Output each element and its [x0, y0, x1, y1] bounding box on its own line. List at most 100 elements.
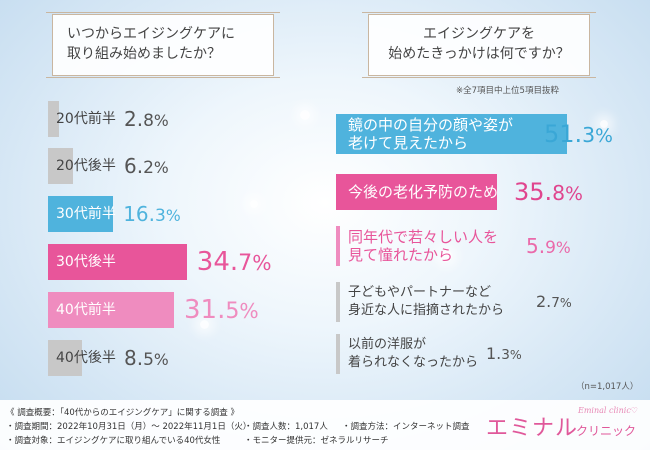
right-bar [336, 334, 340, 374]
left-bar-value: 8.5% [124, 340, 169, 376]
right-bar-category: 鏡の中の自分の顔や姿が 老けて見えたから [348, 116, 513, 152]
left-value-label-int: 8. [124, 346, 144, 370]
left-value-label-int: 34. [196, 247, 239, 277]
left-value-label-int: 6. [124, 154, 144, 178]
right-chart-note: ※全7項目中上位5項目抜粋 [456, 86, 559, 96]
right-bar [336, 226, 340, 266]
left-bar-row: 30代前半 16.3% [48, 196, 288, 232]
right-value-label-dec: 3 [501, 347, 510, 364]
left-bar-category: 20代前半 [56, 111, 116, 127]
logo-sub-text: クリニック [576, 424, 637, 438]
left-value-label: 34.7% [197, 247, 272, 277]
left-bar-category: 30代前半 [56, 206, 116, 222]
right-value-label-int: 1. [486, 344, 502, 364]
left-bar-category: 20代後半 [56, 158, 116, 174]
right-value-label-int: 51. [544, 119, 583, 148]
right-value-label-dec: 9 [545, 238, 556, 258]
left-value-label-dec: 5 [225, 298, 240, 324]
right-question-line-2: 始めたきっかけは何ですか？ [388, 46, 570, 62]
left-value-label-int: 2. [124, 107, 144, 131]
right-bar-category-line: 着られなくなったから [348, 355, 479, 370]
right-bar [336, 282, 340, 322]
left-value-label-dec: 5 [143, 350, 154, 370]
left-bar [48, 340, 82, 376]
right-bar-category-line: 老けて見えたから [348, 134, 469, 152]
right-bar-value: 2.7% [536, 292, 572, 311]
right-value-label: 2.7% [536, 292, 572, 311]
right-value-label-unit: % [555, 239, 571, 257]
left-value-label: 2.8% [124, 107, 169, 131]
left-bar-row: 40代前半 31.5% [48, 292, 288, 328]
left-bar-row: 30代後半 34.7% [48, 244, 288, 280]
left-bar-row: 40代後半 8.5% [48, 340, 288, 376]
right-value-label-dec: 3 [582, 122, 596, 147]
left-question-line-2: 取り組み始めましたか？ [67, 46, 221, 62]
left-value-label-dec: 2 [143, 158, 154, 178]
left-bar [48, 148, 73, 184]
right-bar-category-line: 今後の老化予防のため [348, 183, 499, 201]
footer-survey-count: ・調査人数：1,017人 [244, 422, 328, 432]
right-value-label-int: 2. [536, 292, 552, 312]
right-value-label: 1.3% [486, 344, 522, 363]
left-bar [48, 244, 187, 280]
left-question-box: いつからエイジングケアに 取り組み始めましたか？ [46, 12, 280, 78]
left-value-label-unit: % [239, 299, 259, 323]
left-value-label-dec: 3 [155, 206, 166, 226]
left-bar-category: 40代後半 [56, 350, 116, 366]
right-value-label: 51.3% [544, 120, 613, 148]
right-bar-category-line: 以前の洋服が [348, 337, 427, 352]
right-bar [336, 174, 498, 210]
left-bar-value: 34.7% [197, 244, 272, 280]
footer-survey-method: ・調査方法：インターネット調査 [342, 422, 470, 432]
left-bar-value: 6.2% [124, 148, 169, 184]
left-question-line-1: いつからエイジングケアに [67, 26, 235, 42]
left-bar-value: 16.3% [123, 196, 180, 232]
footer-panel [0, 400, 650, 450]
right-value-label: 5.9% [526, 234, 571, 258]
left-value-label: 31.5% [184, 295, 259, 325]
left-bar [48, 292, 174, 328]
left-value-label-unit: % [165, 207, 181, 225]
right-bar-row: 今後の老化予防のため 35.8% [336, 174, 636, 210]
sample-size-note: （n=1,017人） [576, 382, 639, 392]
footer-survey-provider: ・モニター提供元：ゼネラルリサーチ [244, 436, 389, 446]
right-bar-category: 子どもやパートナーなど 身近な人に指摘されたから [348, 284, 504, 320]
right-bar-category-line: 見て憧れたから [348, 246, 454, 264]
right-bar-row: 以前の洋服が着られなくなったから 1.3% [336, 334, 636, 374]
right-bar-category-line: 鏡の中の自分の顔や姿が [348, 116, 514, 134]
right-value-label-dec: 8 [552, 180, 566, 205]
right-bar-category-line: 身近な人に指摘されたから [348, 303, 505, 318]
left-bar-row: 20代後半 6.2% [48, 148, 288, 184]
footer-survey-period: ・調査期間：2022年10月31日（月）～ 2022年11月1日（火） [6, 422, 252, 432]
sparkle-decor [200, 320, 209, 329]
right-bar-category: 今後の老化予防のため [348, 183, 498, 201]
left-value-label-unit: % [153, 159, 169, 177]
sparkle-decor [440, 250, 452, 262]
left-value-label-dec: 7 [238, 250, 253, 276]
right-bar-category: 以前の洋服が着られなくなったから [348, 336, 478, 372]
right-bar-value: 1.3% [486, 344, 522, 363]
footer-survey-title: 《 調査概要：「40代からのエイジングケア」に関する調査 》 [6, 408, 239, 418]
right-bar-value: 35.8% [514, 178, 583, 206]
right-bar-row: 鏡の中の自分の顔や姿が 老けて見えたから 51.3% [336, 114, 636, 154]
left-value-label: 6.2% [124, 154, 169, 178]
right-value-label-unit: % [509, 347, 522, 363]
right-bar-row: 子どもやパートナーなど 身近な人に指摘されたから 2.7% [336, 282, 636, 322]
left-bar-row: 20代前半 2.8% [48, 101, 288, 137]
right-bar [336, 114, 567, 154]
sparkle-decor [300, 110, 310, 120]
left-value-label-unit: % [153, 112, 169, 130]
left-value-label-unit: % [252, 251, 272, 275]
right-bar-category-line: 子どもやパートナーなど [348, 285, 492, 300]
left-value-label-int: 31. [184, 295, 226, 325]
right-value-label-unit: % [565, 183, 583, 205]
left-value-label-dec: 8 [143, 111, 154, 131]
left-value-label: 16.3% [123, 202, 181, 226]
right-value-label: 35.8% [514, 178, 583, 206]
right-value-label-unit: % [595, 125, 613, 147]
sparkle-decor [250, 200, 258, 208]
left-bar-value: 31.5% [184, 292, 259, 328]
right-bar-row: 同年代で若々しい人を 見て憧れたから 5.9% [336, 226, 636, 266]
left-value-label: 8.5% [124, 346, 169, 370]
right-bar-value: 5.9% [526, 234, 571, 258]
